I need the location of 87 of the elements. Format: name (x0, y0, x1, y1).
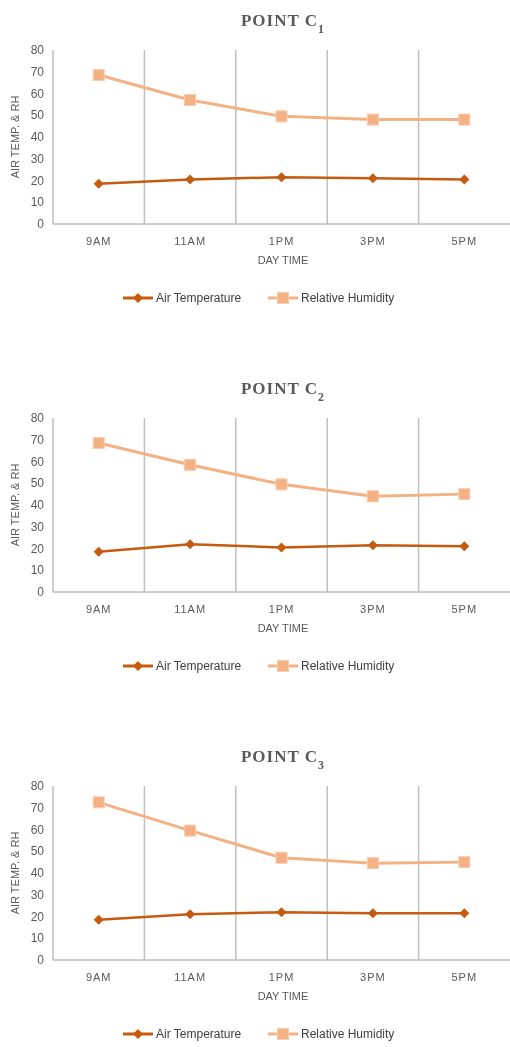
x-axis-title: DAY TIME (257, 254, 309, 266)
x-tick-label: 9AM (85, 235, 112, 247)
point (367, 173, 378, 184)
y-tick-label: 10 (30, 931, 45, 946)
point (458, 488, 471, 501)
point (92, 437, 105, 450)
point (459, 541, 470, 552)
y-tick-label: 0 (37, 953, 45, 968)
y-tick-label: 10 (30, 563, 45, 578)
x-tick-label: 11AM (174, 603, 207, 615)
point (185, 539, 196, 550)
y-tick-label: 60 (30, 86, 45, 101)
y-tick-label: 20 (30, 541, 45, 556)
point (184, 824, 197, 837)
point (366, 113, 379, 126)
y-tick-label: 30 (30, 887, 45, 902)
point (459, 174, 470, 185)
legend-label: Air Temperature (156, 1027, 242, 1042)
x-tick-label: 5PM (451, 235, 478, 247)
x-tick-label: 5PM (451, 971, 478, 983)
chart-title: POINT C$_{2}$ (240, 379, 326, 404)
y-tick-label: 20 (30, 909, 45, 924)
point (367, 908, 378, 919)
y-axis-title: AIR TEMP. & RH (9, 95, 21, 179)
y-tick-label: 50 (30, 476, 45, 491)
y-tick-label: 60 (30, 822, 45, 837)
legend-label: Relative Humidity (301, 659, 395, 674)
point (93, 914, 104, 925)
point (275, 110, 288, 123)
point (93, 546, 104, 557)
x-tick-label: 11AM (174, 971, 207, 983)
y-tick-label: 70 (30, 800, 45, 815)
point (185, 909, 196, 920)
x-tick-label: 3PM (360, 603, 386, 615)
legend-label: Air Temperature (156, 291, 242, 306)
legend-label: Air Temperature (156, 659, 242, 674)
y-tick-label: 40 (30, 866, 45, 881)
x-tick-label: 1PM (268, 971, 295, 983)
x-tick-label: 5PM (451, 603, 478, 615)
x-tick-label: 11AM (174, 235, 207, 247)
x-tick-label: 9AM (85, 971, 112, 983)
point (92, 796, 105, 809)
point (275, 478, 288, 491)
point (458, 856, 471, 869)
point (275, 851, 288, 864)
y-tick-label: 80 (30, 43, 45, 58)
point (276, 907, 287, 918)
point (276, 172, 287, 183)
y-tick-label: 0 (37, 585, 45, 600)
y-tick-label: 10 (30, 195, 45, 210)
point (185, 174, 196, 185)
y-tick-label: 70 (30, 432, 45, 447)
x-tick-label: 1PM (268, 603, 295, 615)
y-axis-title: AIR TEMP. & RH (9, 831, 21, 915)
chart-title: POINT C$_{1}$ (240, 11, 326, 36)
y-tick-label: 30 (30, 151, 45, 166)
x-axis-title: DAY TIME (257, 990, 309, 1002)
x-axis-title: DAY TIME (257, 622, 309, 634)
point (459, 908, 470, 919)
legend-label: Relative Humidity (301, 291, 395, 306)
y-tick-label: 60 (30, 454, 45, 469)
y-tick-label: 40 (30, 498, 45, 513)
y-tick-label: 80 (30, 411, 45, 426)
y-tick-label: 70 (30, 64, 45, 79)
x-tick-label: 3PM (360, 971, 386, 983)
point (367, 540, 378, 551)
point (366, 857, 379, 870)
point (184, 94, 197, 107)
point (276, 542, 287, 553)
point (93, 178, 104, 189)
point (92, 69, 105, 82)
y-tick-label: 0 (37, 217, 45, 232)
legend-label: Relative Humidity (301, 1027, 395, 1042)
x-tick-label: 1PM (268, 235, 295, 247)
point (458, 113, 471, 126)
y-axis-title: AIR TEMP. & RH (9, 463, 21, 547)
y-tick-label: 50 (30, 108, 45, 123)
x-tick-label: 3PM (360, 235, 386, 247)
y-tick-label: 50 (30, 844, 45, 859)
y-tick-label: 30 (30, 519, 45, 534)
y-tick-label: 40 (30, 130, 45, 145)
point (366, 490, 379, 503)
y-tick-label: 20 (30, 173, 45, 188)
x-tick-label: 9AM (85, 603, 112, 615)
y-tick-label: 80 (30, 779, 45, 794)
point (184, 458, 197, 471)
chart-title: POINT C$_{3}$ (240, 747, 326, 772)
